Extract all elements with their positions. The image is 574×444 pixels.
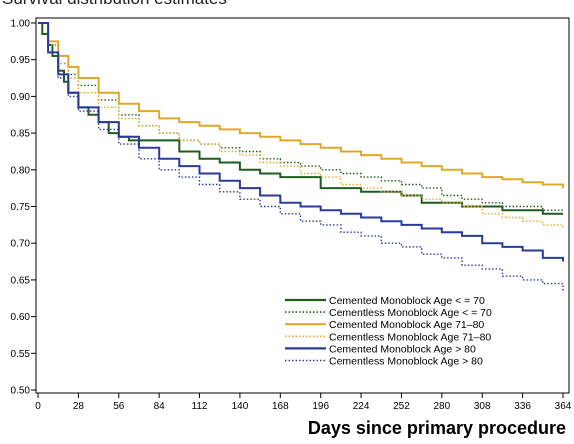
- y-tick-label: 0.55: [11, 349, 31, 360]
- series-line-5: [38, 22, 564, 262]
- x-axis-label: Days since primary procedure: [308, 418, 566, 438]
- x-tick-label: 56: [113, 401, 125, 412]
- legend-label: Cementless Monoblock Age > 80: [329, 356, 483, 368]
- series-layer: [38, 22, 564, 291]
- x-tick-label: 28: [73, 401, 85, 412]
- legend-label: Cemented Monoblock Age 71–80: [329, 319, 484, 331]
- chart-title: Survival distribution estimates: [2, 0, 227, 8]
- x-tick-label: 140: [232, 401, 249, 412]
- y-axis: 0.50 0.55 0.60 0.65 0.70 0.75 0.80 0.85 0.90 0.95…: [11, 19, 36, 397]
- y-tick-label: 0.60: [11, 312, 31, 323]
- x-tick-label: 364: [555, 401, 572, 412]
- series-line-3: [38, 22, 564, 189]
- legend: Cemented Monoblock Age < = 70Cementless …: [285, 295, 492, 368]
- legend-label: Cemented Monoblock Age > 80: [329, 343, 476, 355]
- legend-label: Cementless Monoblock Age 71–80: [329, 331, 491, 343]
- x-tick-label: 336: [514, 401, 531, 412]
- series-line-1: [38, 22, 563, 215]
- x-tick-label: 168: [272, 401, 289, 412]
- x-tick-label: 252: [393, 401, 410, 412]
- y-tick-label: 1.00: [11, 19, 31, 30]
- series-line-4: [38, 22, 564, 229]
- y-tick-label: 0.95: [11, 55, 31, 66]
- series-line-2: [38, 22, 563, 211]
- y-tick-label: 0.85: [11, 129, 31, 140]
- legend-label: Cemented Monoblock Age < = 70: [329, 295, 485, 307]
- series-line-6: [38, 22, 564, 291]
- x-tick-label: 84: [154, 401, 166, 412]
- x-axis: 0 28 56 84 112 140 168 196 224 252 280 308 336 364: [35, 393, 572, 412]
- y-tick-label: 0.80: [11, 165, 31, 176]
- legend-label: Cementless Monoblock Age < = 70: [329, 307, 492, 319]
- y-tick-label: 0.75: [11, 202, 31, 213]
- y-tick-label: 0.65: [11, 275, 31, 286]
- x-tick-label: 308: [474, 401, 491, 412]
- x-tick-label: 280: [434, 401, 451, 412]
- y-tick-label: 0.90: [11, 92, 31, 103]
- plot-frame: [35, 17, 570, 394]
- x-tick-label: 196: [312, 401, 329, 412]
- y-tick-label: 0.50: [11, 386, 31, 397]
- x-tick-label: 112: [192, 401, 208, 412]
- x-tick-label: 0: [35, 401, 41, 412]
- y-tick-label: 0.70: [11, 239, 31, 250]
- x-tick-label: 224: [353, 401, 370, 412]
